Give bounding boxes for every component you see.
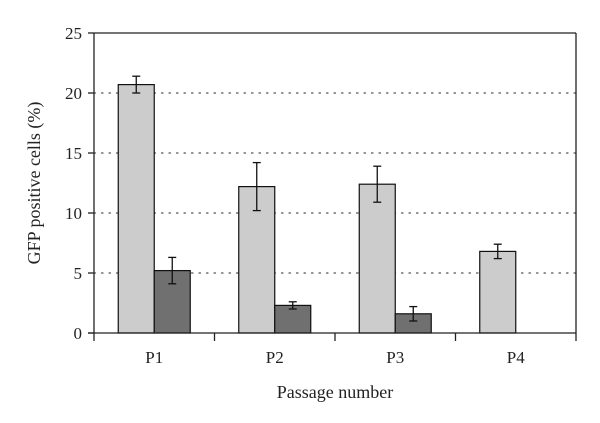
x-tick-label: P4	[507, 348, 525, 367]
y-tick-label: 25	[65, 24, 82, 43]
bar	[117, 83, 155, 334]
y-tick-label: 5	[74, 264, 83, 283]
y-axis-title: GFP positive cells (%)	[24, 102, 45, 265]
x-tick-label: P1	[145, 348, 163, 367]
gridlines	[93, 92, 577, 274]
error-bars	[132, 75, 502, 322]
x-axis-title: Passage number	[277, 382, 393, 402]
x-tick-label: P2	[266, 348, 284, 367]
x-tick-labels: P1 P2 P3 P4	[145, 348, 525, 367]
y-tick-label: 10	[65, 204, 82, 223]
y-tick-label: 0	[74, 324, 83, 343]
y-tick-label: 15	[65, 144, 82, 163]
bars	[117, 83, 517, 334]
bar	[479, 250, 517, 334]
y-tick-labels: 0 5 10 15 20 25	[65, 24, 82, 343]
y-tick-label: 20	[65, 84, 82, 103]
bar	[358, 183, 396, 334]
axes	[88, 32, 577, 341]
x-tick-label: P3	[386, 348, 404, 367]
